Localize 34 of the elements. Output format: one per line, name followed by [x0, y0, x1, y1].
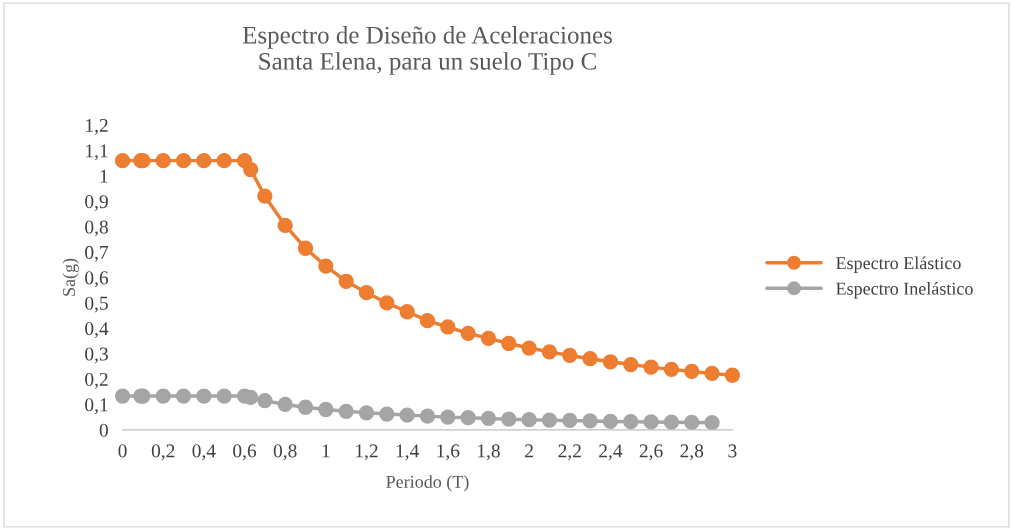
y-axis-title: Sa(g) — [62, 258, 79, 296]
x-tick-label: 1,4 — [396, 444, 420, 461]
x-tick-label: 0,4 — [192, 444, 216, 461]
y-tick-label: 1 — [100, 169, 108, 183]
x-tick-label: 2 — [525, 444, 533, 458]
y-tick-label: 0,5 — [85, 296, 108, 313]
y-tick-label: 0,2 — [85, 372, 108, 389]
x-tick-label: 0,8 — [273, 444, 297, 461]
y-tick-label: 1,1 — [86, 144, 108, 161]
y-tick-label: 1,2 — [86, 118, 108, 135]
x-tick-label: 2,8 — [680, 444, 704, 461]
y-tick-label: 0,8 — [85, 220, 108, 237]
x-tick-label: 2,6 — [639, 444, 663, 461]
x-tick-label: 1,6 — [437, 444, 460, 461]
x-tick-label: 0,6 — [233, 444, 257, 461]
chart-title: Espectro de Diseño de Aceleraciones Santa Elena, para un suelo Tipo C — [242, 26, 612, 75]
x-tick-label: 1 — [322, 444, 330, 458]
x-tick-label: 2,2 — [558, 444, 581, 461]
y-tick-label: 0 — [99, 423, 108, 437]
x-axis-title: Periodo (T) — [386, 475, 469, 492]
x-tick-label: 0 — [118, 444, 127, 458]
legend-label: Espectro Elástico — [836, 256, 961, 273]
x-tick-label: 2,4 — [599, 444, 623, 461]
x-tick-label: 1,2 — [356, 444, 378, 461]
y-tick-label: 0,4 — [85, 322, 109, 338]
y-tick-label: 0,6 — [85, 271, 109, 288]
y-tick-label: 0,9 — [85, 195, 108, 211]
y-tick-label: 0,3 — [85, 347, 108, 364]
y-tick-label: 0,7 — [85, 245, 109, 262]
y-tick-label: 0,1 — [85, 398, 108, 415]
legend-label: Espectro Inelástico — [836, 282, 973, 299]
x-tick-label: 3 — [728, 444, 737, 458]
x-tick-label: 1,8 — [478, 444, 500, 461]
x-tick-label: 0,2 — [151, 444, 175, 461]
